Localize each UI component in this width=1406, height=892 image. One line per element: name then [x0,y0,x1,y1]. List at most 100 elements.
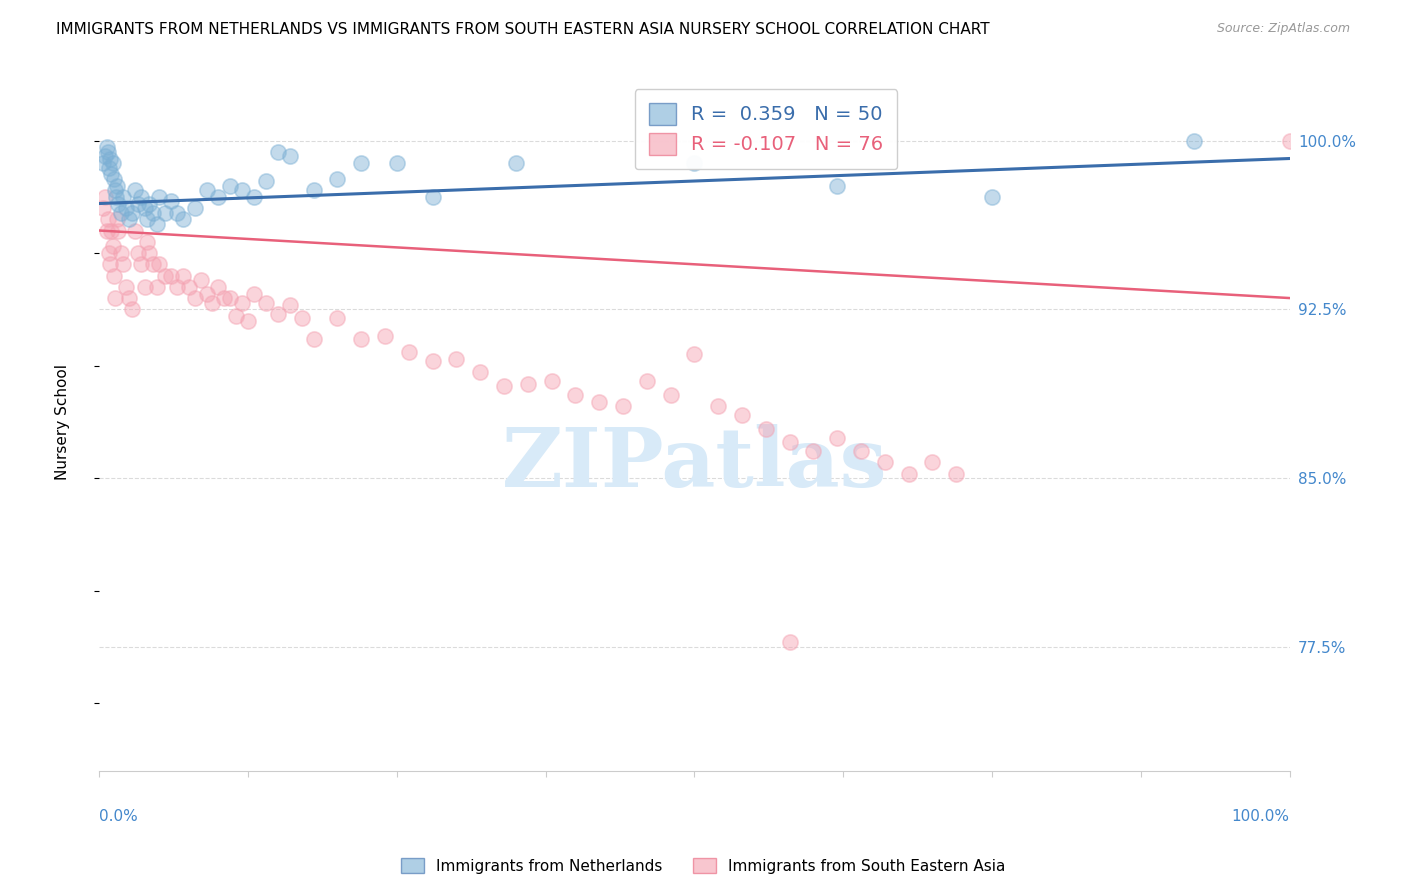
Point [470,365,492,379]
Point [494,379,516,393]
Point [138,246,160,260]
Legend: Immigrants from Netherlands, Immigrants from South Eastern Asia: Immigrants from Netherlands, Immigrants … [395,852,1011,880]
Point [981,190,1004,204]
Point [350,156,373,170]
Point [779,635,801,649]
Point [114,201,136,215]
Point [190,273,212,287]
Text: 0.0%: 0.0% [100,809,138,824]
Point [100,223,122,237]
Point [98,152,121,166]
Point [129,190,152,204]
Point [100,167,122,181]
Point [121,205,143,219]
Point [636,374,658,388]
Point [118,291,141,305]
Point [145,280,167,294]
Point [166,280,188,294]
Point [243,286,266,301]
Point [849,444,872,458]
Point [219,291,242,305]
Point [278,149,301,163]
Point [195,183,218,197]
Text: ZIPatlas: ZIPatlas [502,424,887,504]
Point [731,408,754,422]
Point [207,190,229,204]
Point [779,435,801,450]
Point [136,235,159,249]
Point [827,431,849,445]
Point [873,455,896,469]
Point [112,257,135,271]
Point [94,149,117,163]
Point [91,201,114,215]
Point [97,161,120,175]
Point [374,329,396,343]
Point [683,347,706,361]
Point [142,205,165,219]
Point [148,257,170,271]
Point [142,257,165,271]
Point [124,223,146,237]
Point [159,268,181,283]
Point [145,217,167,231]
Text: IMMIGRANTS FROM NETHERLANDS VS IMMIGRANTS FROM SOUTH EASTERN ASIA NURSERY SCHOOL: IMMIGRANTS FROM NETHERLANDS VS IMMIGRANT… [56,22,990,37]
Point [127,196,149,211]
Point [134,201,156,215]
Point [105,178,128,193]
Point [91,156,114,170]
Point [114,280,136,294]
Point [267,307,290,321]
Point [564,388,586,402]
Point [326,311,349,326]
Point [505,156,527,170]
Point [291,311,314,326]
Point [921,455,943,469]
Point [254,295,277,310]
Point [153,205,176,219]
Point [104,291,127,305]
Point [238,313,260,327]
Point [827,178,849,193]
Point [110,205,132,219]
Point [159,194,181,209]
Point [207,280,229,294]
Point [707,399,730,413]
Point [897,467,920,481]
Point [588,394,610,409]
Point [166,205,188,219]
Point [516,376,538,391]
Point [112,190,135,204]
Point [612,399,634,413]
Point [945,467,967,481]
Point [148,190,170,204]
Point [231,295,253,310]
Point [183,291,205,305]
Point [97,212,120,227]
Point [138,196,160,211]
Point [98,257,121,271]
Point [225,309,247,323]
Point [172,212,194,227]
Point [350,332,373,346]
Point [97,145,120,159]
Point [755,421,778,435]
Point [172,268,194,283]
Point [385,156,408,170]
Point [127,246,149,260]
Point [183,201,205,215]
Point [302,332,325,346]
Text: Source: ZipAtlas.com: Source: ZipAtlas.com [1216,22,1350,36]
Point [214,291,236,305]
Text: Nursery School: Nursery School [55,364,70,480]
Point [803,444,825,458]
Point [267,145,290,159]
Point [136,212,159,227]
Point [243,190,266,204]
Point [104,183,127,197]
Point [134,280,156,294]
Point [103,171,125,186]
Point [422,354,444,368]
Point [124,183,146,197]
Point [105,212,128,227]
